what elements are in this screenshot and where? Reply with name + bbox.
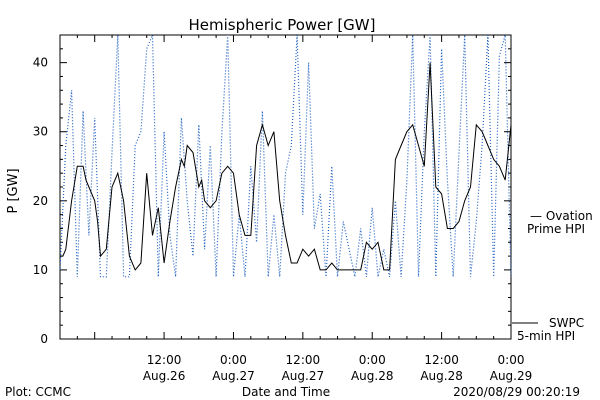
series-layer: [59, 34, 512, 278]
y-tick-label: 20: [33, 194, 48, 208]
x-axis: 12:00 Aug.26 0:00 Aug.27 12:00 Aug.27 0:00 Aug.…: [59, 35, 533, 383]
x-tick-label-date: Aug.28: [351, 369, 394, 383]
y-tick-label: 40: [33, 56, 48, 70]
legend-ovation-line1: — Ovation: [530, 209, 593, 223]
legend-swpc-line1: SWPC: [549, 316, 584, 330]
plot-frame: [59, 34, 512, 340]
x-tick-label-date: Aug.29: [490, 369, 533, 383]
legend-ovation-line2: Prime HPI: [527, 222, 585, 236]
x-tick-label-time: 0:00: [498, 353, 525, 367]
x-tick-label-time: 0:00: [359, 353, 386, 367]
y-tick-label: 10: [33, 263, 48, 277]
x-tick-label-date: Aug.28: [420, 369, 463, 383]
legend-swpc-line2: 5-min HPI: [517, 329, 575, 343]
x-axis-label: Date and Time: [242, 385, 330, 399]
x-tick-label-date: Aug.27: [282, 369, 325, 383]
x-tick-label-time: 12:00: [424, 353, 459, 367]
y-tick-label: 0: [40, 332, 48, 346]
series-ovation-prime-line: [59, 34, 512, 278]
x-tick-label-date: Aug.27: [212, 369, 255, 383]
chart-title: Hemispheric Power [GW]: [189, 16, 376, 34]
y-tick-label: 30: [33, 125, 48, 139]
footer-timestamp: 2020/08/29 00:20:19: [453, 385, 580, 399]
y-axis-label: P [GW]: [6, 168, 21, 213]
x-tick-label-time: 0:00: [220, 353, 247, 367]
x-tick-label-time: 12:00: [147, 353, 182, 367]
x-tick-label-date: Aug.26: [143, 369, 186, 383]
footer-plot-credit: Plot: CCMC: [5, 385, 71, 399]
x-tick-label-time: 12:00: [286, 353, 321, 367]
series-swpc-line: [60, 62, 512, 271]
